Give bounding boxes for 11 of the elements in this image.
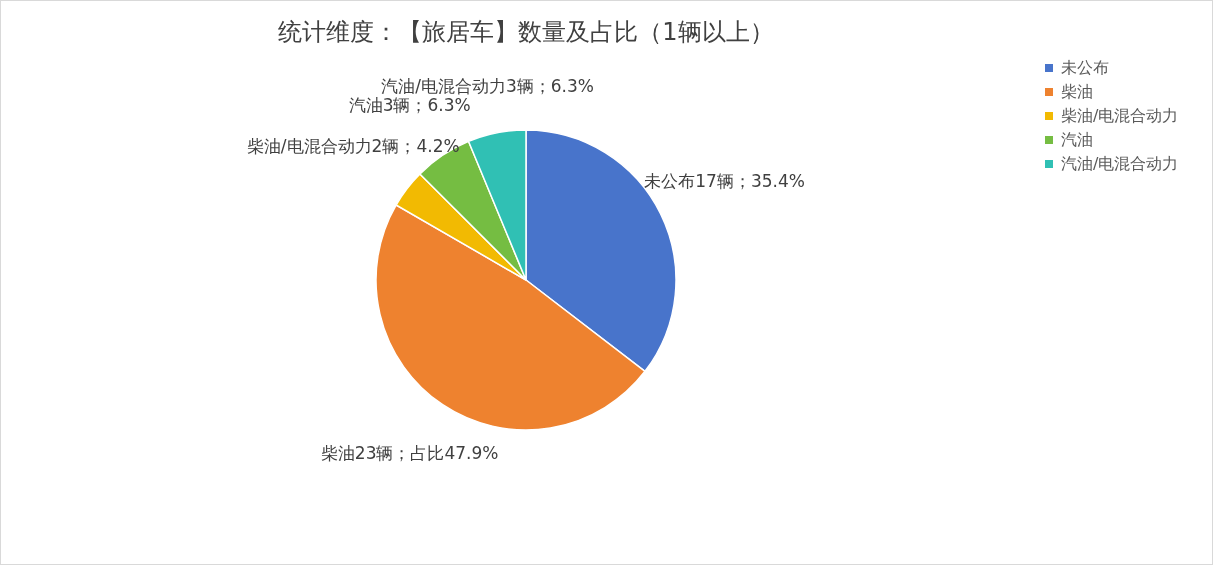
data-label: 汽油3辆；6.3% — [348, 94, 471, 115]
legend-label: 未公布 — [1061, 58, 1109, 77]
chart-title: 统计维度：【旅居车】数量及占比（1辆以上） — [278, 18, 774, 46]
legend-label: 柴油 — [1061, 82, 1093, 101]
data-label: 柴油23辆；占比47.9% — [320, 443, 499, 464]
legend-label: 柴油/电混合动力 — [1061, 106, 1179, 125]
data-label: 柴油/电混合动力2辆；4.2% — [246, 136, 460, 157]
legend-label: 汽油 — [1061, 130, 1093, 149]
legend-label: 汽油/电混合动力 — [1061, 154, 1179, 173]
data-label: 未公布17辆；35.4% — [644, 171, 805, 192]
data-label: 汽油/电混合动力3辆；6.3% — [381, 75, 594, 96]
